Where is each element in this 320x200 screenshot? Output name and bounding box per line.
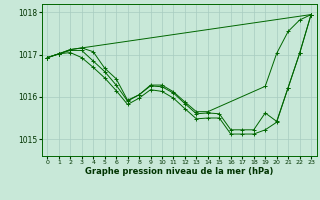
- X-axis label: Graphe pression niveau de la mer (hPa): Graphe pression niveau de la mer (hPa): [85, 167, 273, 176]
